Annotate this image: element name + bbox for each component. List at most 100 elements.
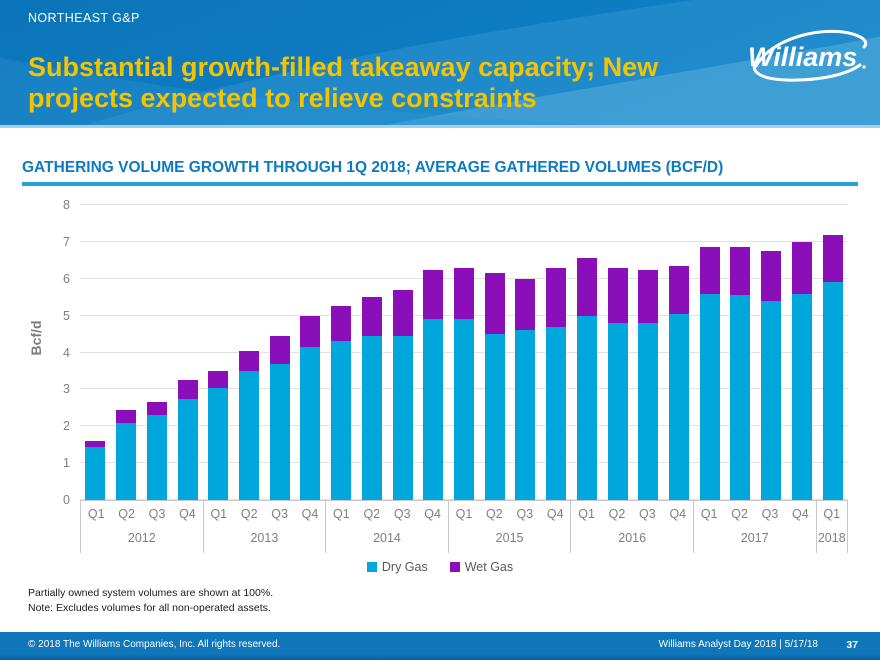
bar-segment-dry-gas <box>361 335 382 500</box>
bar-segment-dry-gas <box>515 330 536 500</box>
stacked-bar <box>423 269 444 500</box>
quarter-label: Q4 <box>546 507 564 521</box>
stacked-bar <box>638 269 659 500</box>
bar-cell <box>234 205 265 500</box>
bar-cell <box>264 205 295 500</box>
bar-cell <box>572 205 603 500</box>
bar-segment-dry-gas <box>208 387 229 500</box>
stacked-bar <box>116 409 137 500</box>
stacked-bar <box>730 247 751 500</box>
quarter-label: Q1 <box>210 507 228 521</box>
bar-segment-wet-gas <box>669 265 690 314</box>
y-axis-ticks: 0 1 2 3 4 5 6 7 8 <box>40 198 70 507</box>
bar-segment-dry-gas <box>607 323 628 500</box>
y-tick-label-8: 8 <box>63 198 70 212</box>
year-label: 2014 <box>373 531 401 545</box>
bar-cell <box>756 205 787 500</box>
quarter-label: Q3 <box>271 507 288 521</box>
year-label: 2018 <box>817 531 846 545</box>
quarter-label: Q2 <box>363 507 381 521</box>
bar-cell <box>602 205 633 500</box>
footer-copyright: © 2018 The Williams Companies, Inc. All … <box>28 639 281 650</box>
year-group-2014: Q1 Q2 Q3 Q4 2014 <box>325 501 448 553</box>
quarter-label: Q1 <box>455 507 473 521</box>
y-tick-label-3: 3 <box>63 382 70 397</box>
quarter-row: Q1 Q2 Q3 Q4 <box>326 501 448 527</box>
year-label: 2015 <box>495 531 524 545</box>
quarter-row: Q1 Q2 Q3 Q4 <box>694 501 816 527</box>
bar-cell <box>725 205 756 500</box>
stacked-bar <box>761 251 782 500</box>
year-group-2015: Q1 Q2 Q3 Q4 2015 <box>447 501 571 553</box>
bar-segment-dry-gas <box>699 293 720 500</box>
stacked-bar <box>453 267 474 500</box>
bar-segment-dry-gas <box>576 315 597 500</box>
stacked-bar <box>361 297 382 500</box>
bar-segment-wet-gas <box>361 297 382 336</box>
bar-cell <box>479 205 510 500</box>
quarter-label: Q1 <box>333 507 350 521</box>
legend-swatch <box>366 562 377 572</box>
bar-segment-wet-gas <box>300 315 321 347</box>
chart-plot-area <box>80 204 848 500</box>
bar-segment-wet-gas <box>576 258 597 316</box>
bar-segment-dry-gas <box>453 319 474 500</box>
bar-segment-dry-gas <box>300 346 321 500</box>
quarter-label: Q1 <box>578 507 595 521</box>
bar-segment-dry-gas <box>791 293 812 500</box>
stacked-bar <box>238 350 259 500</box>
bar-segment-wet-gas <box>85 441 106 447</box>
chart-legend: Dry Gas Wet Gas <box>0 560 880 574</box>
bar-cell <box>694 205 725 500</box>
bar-cell <box>387 205 418 500</box>
year-label: 2016 <box>618 531 647 545</box>
stacked-bar <box>269 335 290 500</box>
quarter-label: Q2 <box>731 507 748 521</box>
bar-cell <box>664 205 695 500</box>
quarter-label: Q1 <box>700 507 718 521</box>
bar-segment-dry-gas <box>269 363 290 500</box>
quarter-label: Q1 <box>823 507 841 521</box>
y-tick-label-0: 0 <box>63 493 70 507</box>
bar-segment-dry-gas <box>238 370 259 500</box>
quarter-label: Q3 <box>148 507 166 521</box>
slide-header: NORTHEAST G&P Substantial growth-filled … <box>0 0 880 128</box>
stacked-bar <box>392 289 413 500</box>
quarter-label: Q4 <box>179 507 196 521</box>
year-group-2017: Q1 Q2 Q3 Q4 2017 <box>692 501 816 553</box>
x-axis: Q1 Q2 Q3 Q4 2012 Q1 Q2 Q3 Q4 2013 Q1 Q2 Q3 Q4 2014 Q1 Q2… <box>80 500 848 553</box>
bar-cell <box>541 205 572 500</box>
bar-cell <box>203 205 234 500</box>
stacked-bar <box>484 273 505 500</box>
bar-segment-dry-gas <box>484 334 505 500</box>
stacked-bar <box>576 258 597 500</box>
bar-segment-wet-gas <box>392 289 413 336</box>
bar-segment-wet-gas <box>423 269 444 320</box>
slide-title-line1: Substantial growth-filled takeaway capac… <box>28 52 659 82</box>
bar-segment-wet-gas <box>269 335 290 364</box>
bar-segment-wet-gas <box>791 241 812 294</box>
bar-segment-wet-gas <box>638 269 659 323</box>
bar-segment-wet-gas <box>453 267 474 320</box>
year-group-2018: Q1 2018 <box>815 501 848 553</box>
stacked-bar <box>85 441 106 500</box>
bar-segment-wet-gas <box>238 350 259 371</box>
legend-item-wet-gas: Wet Gas <box>449 560 513 574</box>
bar-segment-dry-gas <box>761 300 782 500</box>
slide-footer: © 2018 The Williams Companies, Inc. All … <box>0 632 880 660</box>
footer-page-number: 37 <box>846 639 858 651</box>
legend-swatch <box>449 562 460 572</box>
footnote-line2: Note: Excludes volumes for all non-opera… <box>28 602 271 614</box>
bar-segment-wet-gas <box>515 278 536 331</box>
gridline-7 <box>80 240 848 242</box>
bar-segment-wet-gas <box>607 267 628 323</box>
bar-cell <box>817 205 848 500</box>
y-tick-label-5: 5 <box>63 308 70 323</box>
bar-segment-wet-gas <box>761 251 782 301</box>
bar-segment-dry-gas <box>177 398 198 500</box>
quarter-label: Q3 <box>516 507 534 521</box>
year-label: 2013 <box>250 531 279 545</box>
bar-segment-wet-gas <box>116 409 137 423</box>
quarter-label: Q4 <box>792 507 809 521</box>
